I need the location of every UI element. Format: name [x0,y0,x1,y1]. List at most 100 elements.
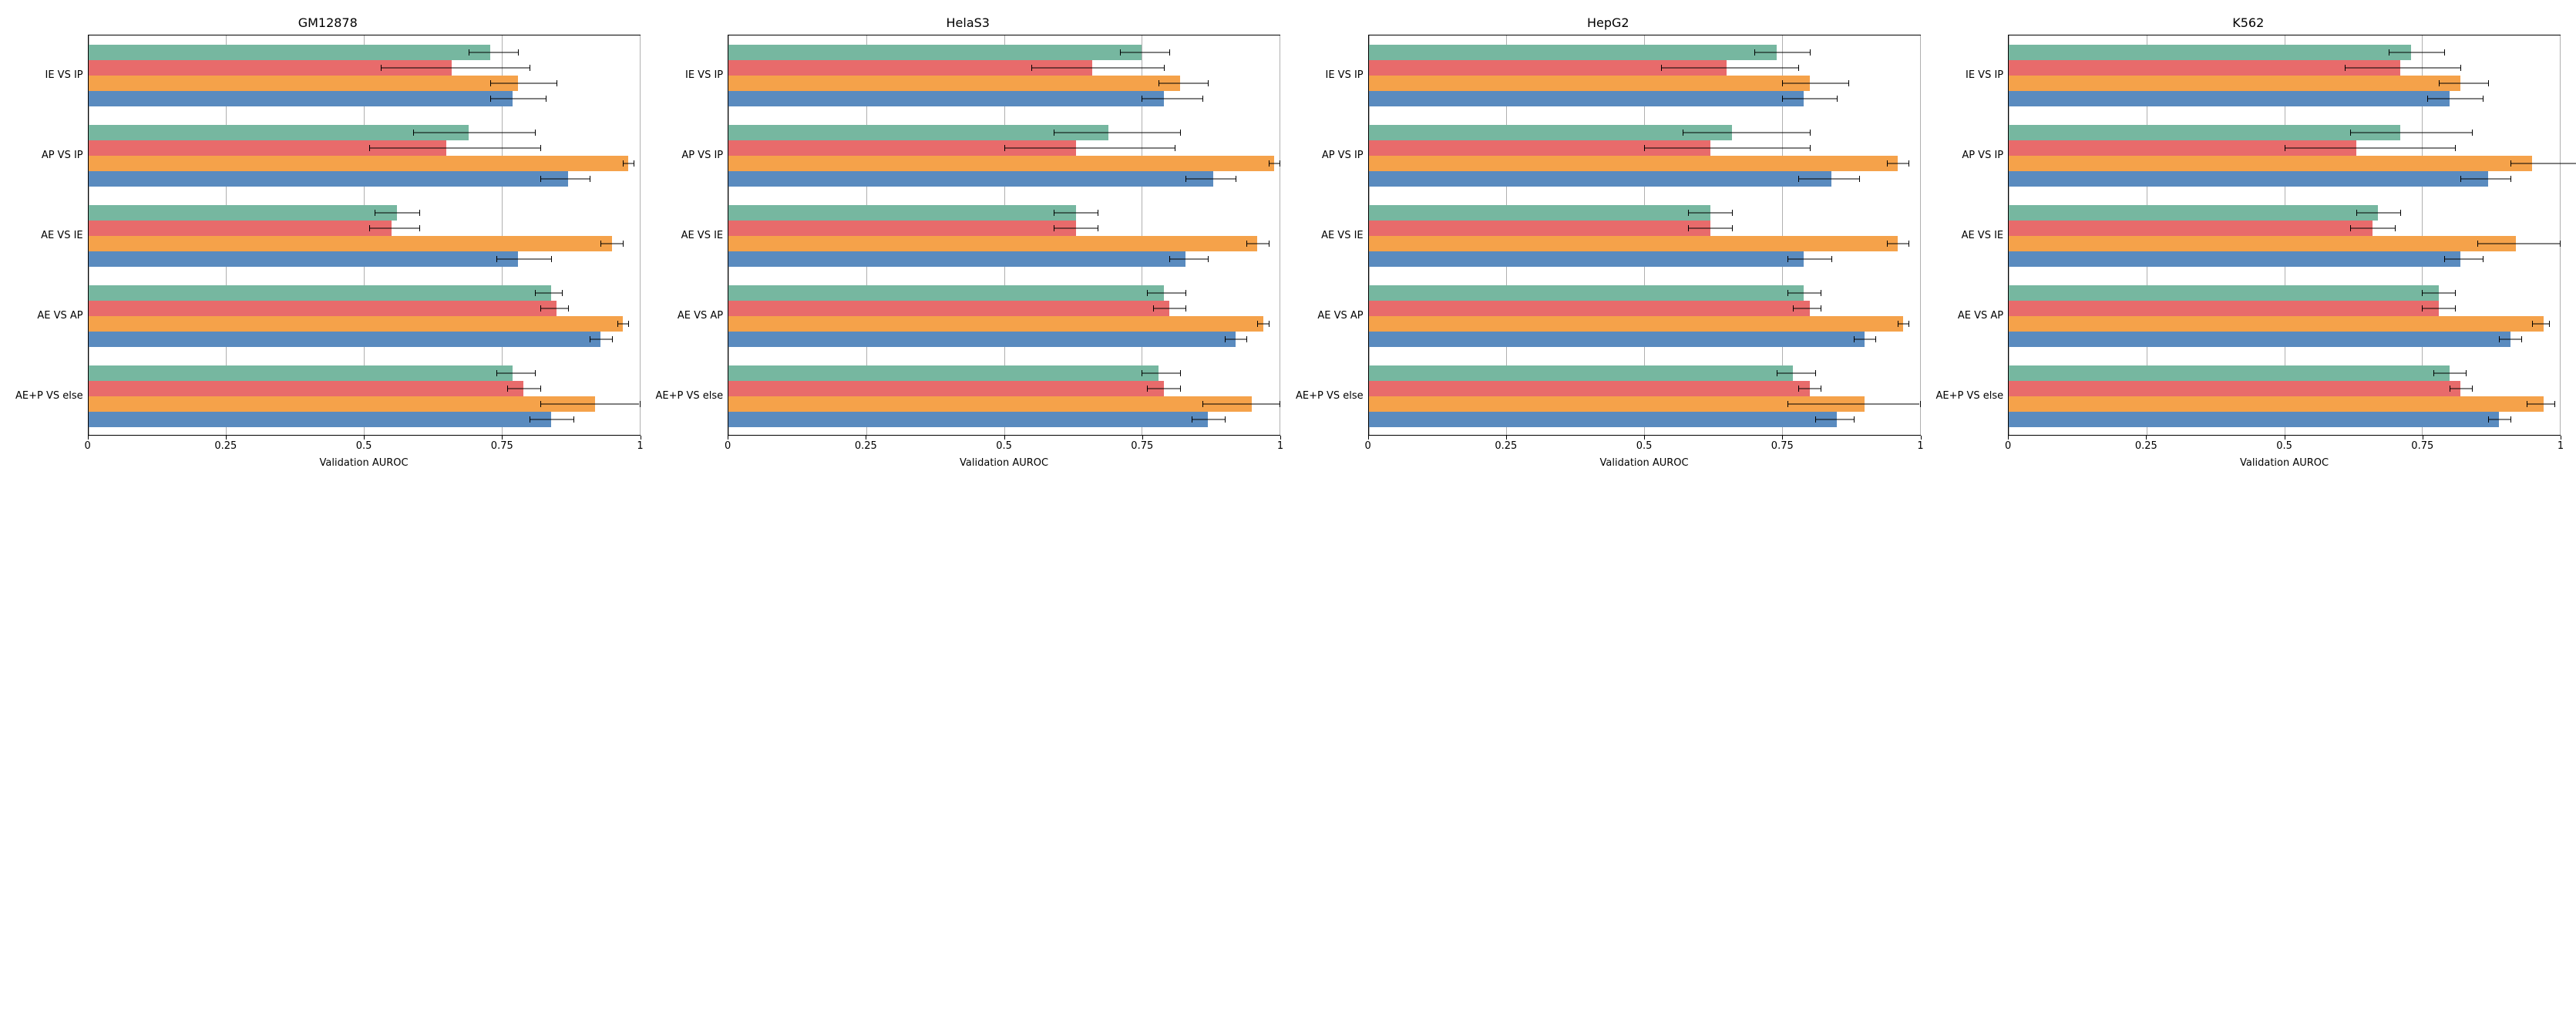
bar [89,45,491,60]
error-cap [490,96,491,102]
bar [89,301,557,316]
x-tick [502,436,503,440]
error-cap [2455,290,2456,296]
error-bar [2350,228,2394,229]
error-bar [2285,148,2456,149]
bar [89,285,551,301]
x-tick-label: 0.25 [1495,440,1517,452]
error-bar [1688,228,1732,229]
error-cap [2499,336,2500,342]
error-cap [2400,210,2401,216]
error-cap [1180,386,1181,392]
bar [728,285,1164,301]
x-tick [364,436,365,440]
error-bar [381,68,530,69]
error-bar [496,258,551,259]
error-cap [1815,416,1816,423]
x-tick-label: 0.5 [2276,440,2292,452]
bar [89,221,392,236]
x-tick-label: 0.5 [356,440,372,452]
x-tick-label: 0.75 [1771,440,1794,452]
bar [728,236,1257,251]
error-cap [2532,321,2533,327]
x-tick [1368,436,1369,440]
x-tick-label: 0 [85,440,91,452]
error-cap [2510,416,2511,423]
error-cap [369,145,370,151]
error-cap [1908,160,1909,167]
error-cap [600,241,601,247]
category-label: AE VS AP [1317,275,1363,355]
error-cap [1837,96,1838,102]
error-bar [2532,323,2548,324]
bar [2009,365,2450,381]
error-bar [1147,293,1185,294]
category-label: AP VS IP [1962,115,2003,195]
error-cap [1815,370,1816,376]
bar [2009,205,2378,221]
bar [89,251,519,267]
error-cap [2488,416,2489,423]
error-bar [1257,323,1268,324]
x-tick-label: 0.75 [1131,440,1153,452]
error-bar [2427,98,2482,99]
bar [1369,156,1898,171]
bar [1369,45,1777,60]
bar [728,396,1252,412]
x-axis-label: Validation AUROC [728,457,1280,469]
error-cap [1798,176,1799,182]
error-bar [2422,293,2455,294]
error-cap [1185,290,1186,296]
category-label: AE+P VS else [656,355,724,436]
error-cap [1787,256,1788,262]
error-cap [1854,336,1855,342]
error-cap [2422,305,2423,312]
error-bar [1787,403,1920,404]
error-cap [568,305,569,312]
error-cap [1810,145,1811,151]
error-cap [1004,145,1005,151]
error-bar [2433,373,2467,374]
error-bar [496,373,535,374]
bar [728,76,1180,91]
error-cap [2439,80,2440,86]
x-tick-label: 0.75 [491,440,513,452]
bar [1369,285,1804,301]
bar [89,76,519,91]
error-cap [1848,80,1849,86]
bar [728,365,1159,381]
error-cap [2549,321,2550,327]
error-cap [419,225,420,231]
error-cap [2460,65,2461,71]
chart-panels: GM12878IE VS IPAP VS IPAE VS IEAE VS APA… [15,15,2561,469]
x-tick [226,436,227,440]
x-tick-label: 0 [2005,440,2011,452]
error-cap [1787,290,1788,296]
error-cap [1153,305,1154,312]
bar [1369,301,1810,316]
error-cap [2444,49,2445,56]
error-cap [540,176,541,182]
error-cap [551,256,552,262]
error-cap [518,49,519,56]
bar [89,332,601,347]
error-bar [1169,258,1208,259]
bar [1369,76,1810,91]
error-cap [1225,416,1226,423]
error-bar [2527,403,2554,404]
error-bar [1787,293,1821,294]
bar [2009,412,2499,427]
error-bar [1225,338,1247,339]
panel: HelaS3IE VS IPAP VS IPAE VS IEAE VS APAE… [656,15,1281,469]
x-tick-label: 0.25 [855,440,877,452]
error-bar [469,52,518,53]
error-cap [1688,210,1689,216]
bar [1369,205,1710,221]
category-label: AP VS IP [42,115,83,195]
category-label: AE VS IE [681,195,724,275]
error-cap [2455,305,2456,312]
bar [2009,332,2510,347]
error-bar [1031,68,1164,69]
error-bar [1185,178,1235,179]
error-cap [1782,80,1783,86]
